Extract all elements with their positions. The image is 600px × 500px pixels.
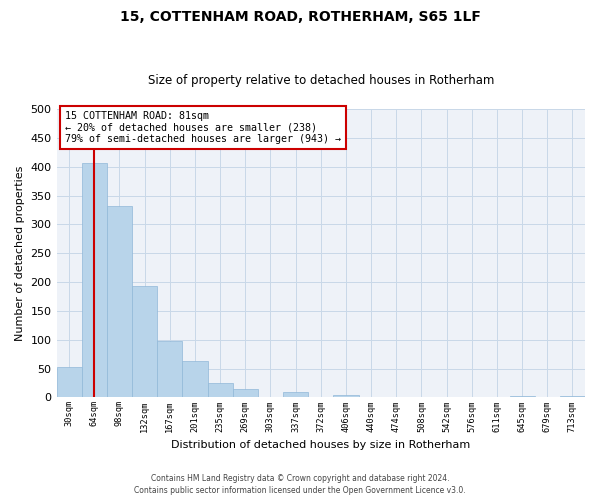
Y-axis label: Number of detached properties: Number of detached properties bbox=[15, 166, 25, 341]
Bar bbox=[509, 396, 535, 398]
Bar bbox=[132, 286, 157, 398]
Bar bbox=[157, 342, 182, 398]
Text: 15, COTTENHAM ROAD, ROTHERHAM, S65 1LF: 15, COTTENHAM ROAD, ROTHERHAM, S65 1LF bbox=[119, 10, 481, 24]
Bar bbox=[208, 383, 233, 398]
Bar bbox=[182, 361, 208, 398]
Bar bbox=[283, 392, 308, 398]
Text: Contains HM Land Registry data © Crown copyright and database right 2024.
Contai: Contains HM Land Registry data © Crown c… bbox=[134, 474, 466, 495]
Title: Size of property relative to detached houses in Rotherham: Size of property relative to detached ho… bbox=[148, 74, 494, 87]
X-axis label: Distribution of detached houses by size in Rotherham: Distribution of detached houses by size … bbox=[171, 440, 470, 450]
Bar bbox=[107, 206, 132, 398]
Bar bbox=[560, 396, 585, 398]
Bar bbox=[233, 390, 258, 398]
Bar bbox=[82, 163, 107, 398]
Text: 15 COTTENHAM ROAD: 81sqm
← 20% of detached houses are smaller (238)
79% of semi-: 15 COTTENHAM ROAD: 81sqm ← 20% of detach… bbox=[65, 110, 341, 144]
Bar bbox=[56, 367, 82, 398]
Bar bbox=[334, 394, 359, 398]
